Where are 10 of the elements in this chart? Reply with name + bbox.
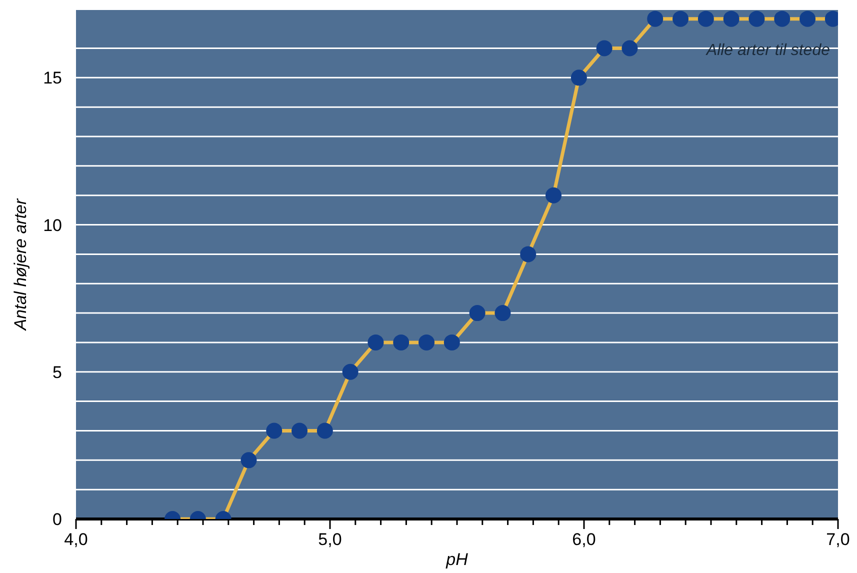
- y-tick-label: 0: [52, 510, 62, 529]
- x-axis-title: pH: [445, 550, 469, 569]
- x-tick-label: 6,0: [572, 530, 596, 549]
- x-tick-label: 4,0: [64, 530, 88, 549]
- y-tick-label: 10: [43, 216, 62, 235]
- y-axis-title: Antal højere arter: [11, 198, 30, 332]
- y-tick-label: 15: [43, 68, 62, 88]
- x-tick-label: 7,0: [826, 530, 850, 549]
- y-tick-label: 5: [52, 362, 62, 382]
- x-tick-label: 5,0: [318, 530, 342, 549]
